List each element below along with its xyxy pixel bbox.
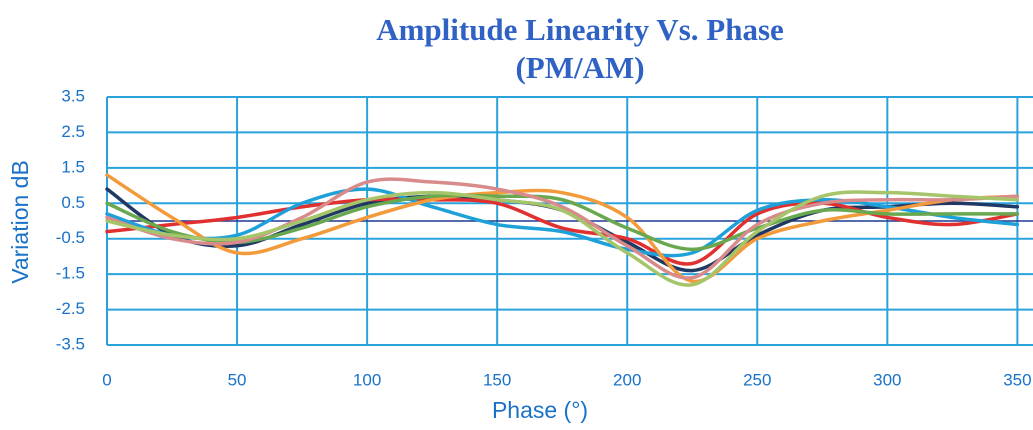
y-tick-label: -0.5 (56, 228, 85, 247)
y-tick-label: 0.5 (61, 193, 85, 212)
y-tick-label: -1.5 (56, 264, 85, 283)
series-line (105, 177, 1020, 280)
grid (106, 96, 1033, 346)
x-tick-label: 200 (613, 370, 641, 389)
x-tick-label: 50 (228, 370, 247, 389)
series-line (105, 190, 1020, 287)
y-tick-label: 1.5 (61, 157, 85, 176)
y-tick-label: 2.5 (61, 122, 85, 141)
plot-lines (105, 173, 1020, 287)
x-tick-label: 100 (353, 370, 381, 389)
chart-subtitle: (PM/AM) (515, 50, 644, 85)
y-tick-label: -2.5 (56, 299, 85, 318)
x-tick-label: 250 (743, 370, 771, 389)
chart-title: Amplitude Linearity Vs. Phase (376, 12, 784, 47)
x-tick-label: 0 (102, 370, 111, 389)
x-tick-label: 350 (1003, 370, 1031, 389)
series-line (105, 193, 1020, 252)
y-axis-label: Variation dB (7, 160, 33, 284)
series-line (105, 187, 1020, 258)
y-tick-label: 3.5 (61, 86, 85, 105)
x-axis-label: Phase (°) (492, 397, 588, 423)
y-tick-label: -3.5 (56, 334, 85, 353)
x-tick-label: 300 (873, 370, 901, 389)
x-tick-label: 150 (483, 370, 511, 389)
